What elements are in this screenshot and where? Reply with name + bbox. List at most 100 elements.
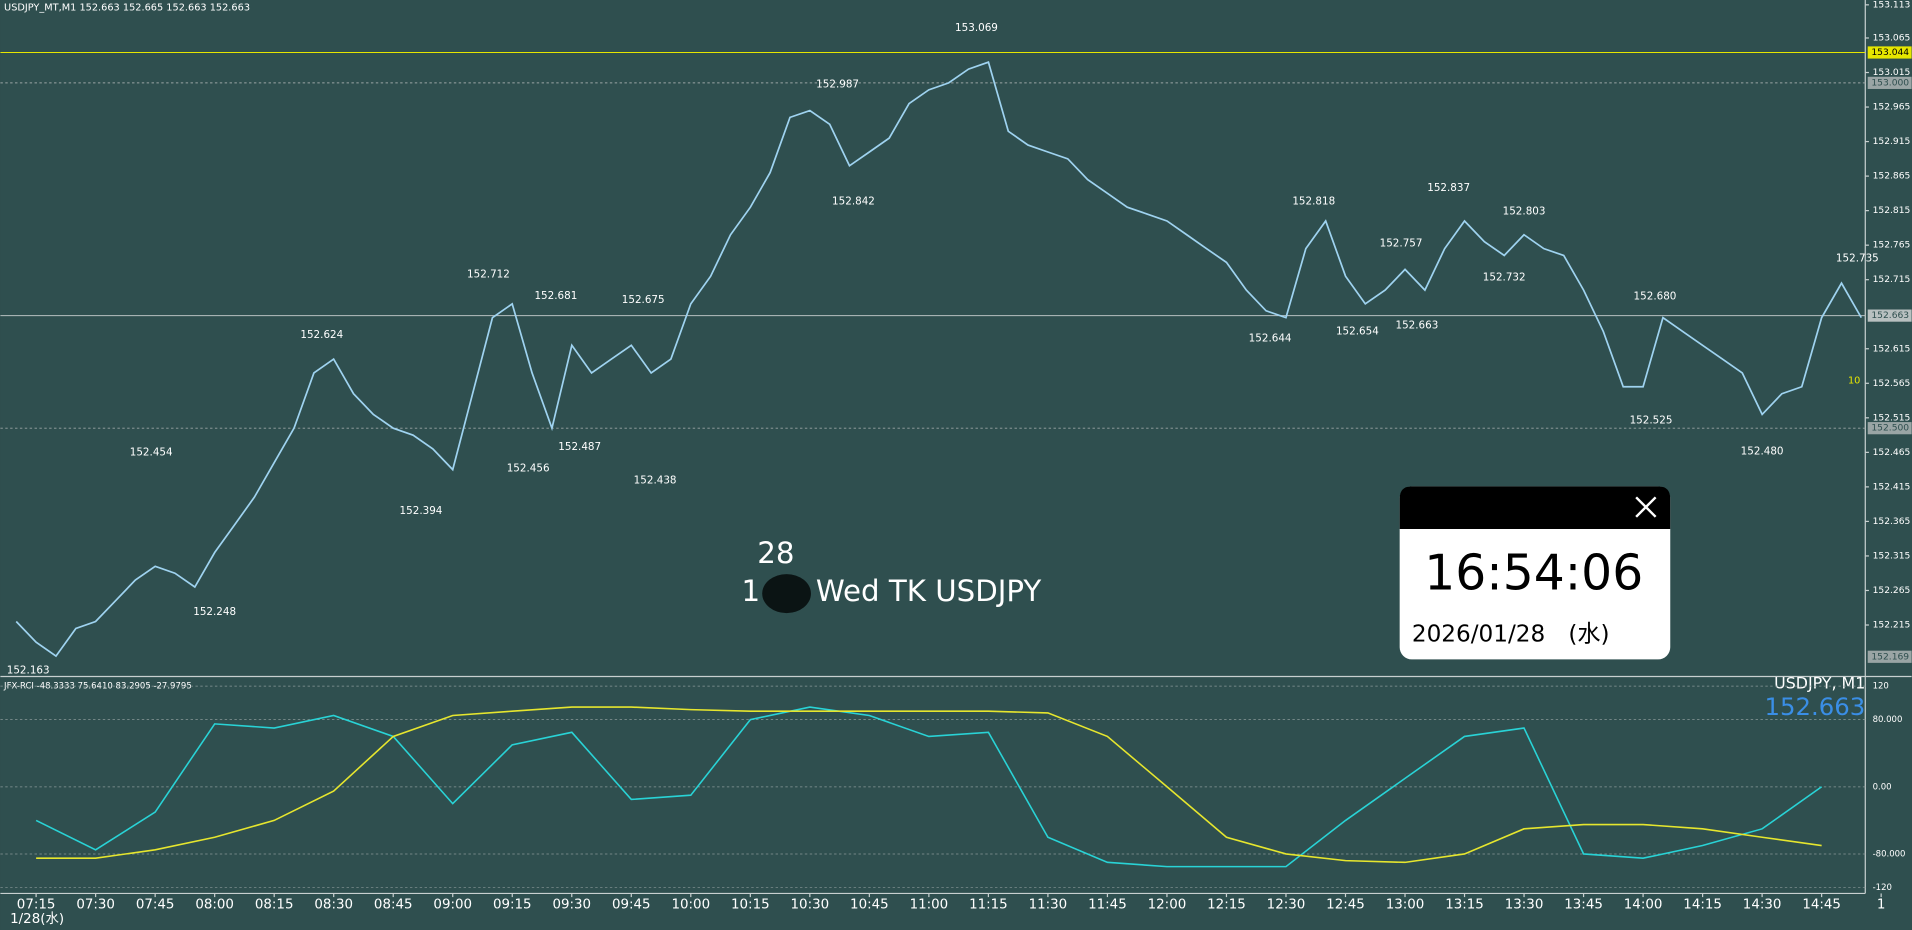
rci-line (35, 706, 1823, 868)
watermark-prefix: 1 (741, 574, 760, 608)
y-tick-label: 152.965 (1873, 103, 1911, 113)
x-tick-label: 14:00 (1624, 897, 1663, 912)
bid-price: 152.663 (1765, 692, 1866, 721)
x-tick-label: 12:30 (1267, 897, 1306, 912)
high-low-label: 152.624 (300, 329, 343, 341)
x-tick-label: 10:45 (850, 897, 889, 912)
price-level-label: 153.044 (1871, 48, 1909, 58)
high-low-label: 152.163 (7, 665, 50, 677)
high-low-label: 152.735 (1836, 253, 1879, 265)
high-low-label: 152.803 (1503, 206, 1546, 218)
date-label: 1/28(水) (10, 911, 64, 927)
price-level-label: 152.500 (1871, 424, 1909, 434)
y-tick-label: 80.000 (1873, 715, 1903, 725)
y-tick-label: 152.565 (1873, 379, 1911, 389)
y-tick-label: 152.515 (1873, 413, 1911, 423)
y-tick-label: -120 (1873, 883, 1892, 893)
x-tick-label: 12:45 (1326, 897, 1365, 912)
symbol-label: USDJPY, M1 (1774, 673, 1865, 692)
y-tick-label: 152.415 (1873, 482, 1911, 492)
x-tick-label: 10:15 (731, 897, 770, 912)
high-low-label: 152.712 (467, 268, 510, 280)
watermark-glitch (762, 574, 811, 614)
x-tick-label: 10:00 (672, 897, 711, 912)
x-tick-label: 07:30 (76, 897, 115, 912)
watermark-text: Wed TK USDJPY (816, 574, 1042, 608)
x-tick-label: 14:45 (1802, 897, 1841, 912)
price-level-box (1867, 46, 1912, 59)
price-level-box (1867, 422, 1912, 435)
x-tick-label: 07:15 (17, 897, 56, 912)
high-low-label: 152.248 (193, 606, 236, 618)
y-tick-label: 152.265 (1873, 586, 1911, 596)
close-button[interactable] (1635, 496, 1657, 518)
close-icon[interactable] (1635, 496, 1657, 518)
high-low-label: 152.818 (1292, 195, 1335, 207)
y-tick-label: 153.113 (1873, 0, 1911, 10)
x-tick-label: 11:00 (910, 897, 949, 912)
y-tick-label: 152.815 (1873, 206, 1911, 216)
x-tick-label: 08:00 (195, 897, 234, 912)
price-line (15, 61, 1862, 658)
y-tick-label: 152.365 (1873, 517, 1911, 527)
y-tick-label: -80.000 (1873, 849, 1906, 859)
watermark-day: 28 (757, 536, 794, 570)
y-tick-label: 153.015 (1873, 68, 1911, 78)
y-tick-label: 152.615 (1873, 344, 1911, 354)
high-low-label: 152.757 (1380, 237, 1423, 249)
price-level-box (1867, 650, 1912, 663)
y-tick-label: 152.765 (1873, 241, 1911, 251)
clock-titlebar (1399, 486, 1671, 529)
high-low-label: 152.454 (130, 447, 173, 459)
high-low-label: 153.069 (955, 22, 998, 34)
x-tick-label: 07:45 (136, 897, 175, 912)
rci-line (36, 706, 1822, 864)
chart-header: USDJPY_MT,M1 152.663 152.665 152.663 152… (4, 2, 250, 13)
y-tick-label: 120 (1873, 682, 1889, 692)
high-low-label: 152.480 (1741, 446, 1784, 458)
y-tick-label: 152.215 (1873, 621, 1911, 631)
high-low-label: 152.394 (400, 505, 443, 517)
x-tick-label: 13:45 (1564, 897, 1603, 912)
y-tick-label: 153.065 (1873, 33, 1911, 43)
high-low-label: 152.525 (1630, 415, 1673, 427)
price-level-label: 153.000 (1871, 78, 1909, 88)
x-tick-label: 14:30 (1743, 897, 1782, 912)
x-tick-label: 1 (1877, 897, 1886, 912)
high-low-label: 152.456 (507, 462, 550, 474)
x-tick-label: 14:15 (1683, 897, 1722, 912)
price-level-label: 152.169 (1871, 652, 1909, 662)
x-tick-label: 08:45 (374, 897, 413, 912)
x-tick-label: 09:45 (612, 897, 651, 912)
price-level-box (1867, 309, 1912, 322)
x-tick-label: 12:00 (1148, 897, 1187, 912)
x-tick-label: 08:30 (314, 897, 353, 912)
y-tick-label: 152.315 (1873, 551, 1911, 561)
y-tick-label: 152.865 (1873, 172, 1911, 182)
high-low-label: 152.680 (1634, 291, 1677, 303)
y-tick-label: 152.715 (1873, 275, 1911, 285)
x-tick-label: 09:15 (493, 897, 532, 912)
price-level-box (1867, 76, 1912, 89)
high-low-label: 152.438 (634, 475, 677, 487)
clock-widget: 16:54:06 2026/01/28 (水) (1399, 486, 1671, 660)
x-tick-label: 09:00 (433, 897, 472, 912)
x-tick-label: 13:30 (1505, 897, 1544, 912)
x-tick-label: 10:30 (791, 897, 830, 912)
clock-body (1399, 486, 1671, 660)
y-tick-label: 152.465 (1873, 448, 1911, 458)
x-tick-label: 11:30 (1029, 897, 1068, 912)
price-level-label: 152.663 (1871, 311, 1909, 321)
clock-date: 2026/01/28 (水) (1412, 622, 1610, 648)
x-tick-label: 12:15 (1207, 897, 1246, 912)
high-low-label: 152.732 (1483, 272, 1526, 284)
clock-time: 16:54:06 (1424, 546, 1643, 602)
high-low-label: 152.842 (832, 196, 875, 208)
y-tick-label: 152.915 (1873, 137, 1911, 147)
x-tick-label: 11:45 (1088, 897, 1127, 912)
high-low-label: 152.675 (622, 294, 665, 306)
x-tick-label: 11:15 (969, 897, 1008, 912)
high-low-label: 152.487 (558, 441, 601, 453)
x-tick-label: 08:15 (255, 897, 294, 912)
